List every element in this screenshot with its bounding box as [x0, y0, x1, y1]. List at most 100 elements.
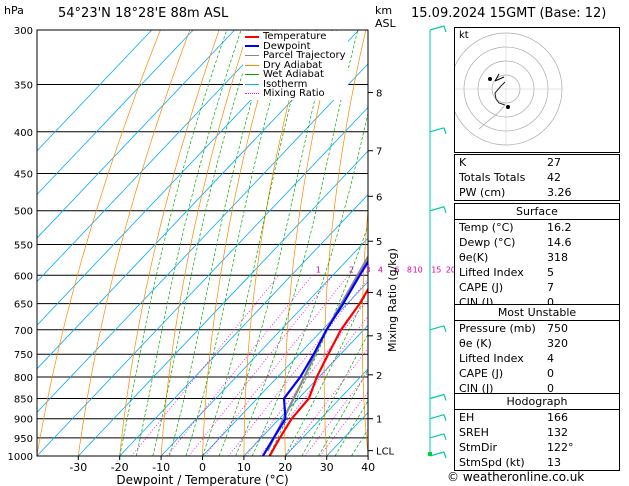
pressure-tick-label: 800: [14, 373, 33, 384]
hodograph-stats-title: Hodograph: [455, 394, 619, 410]
wind-barb-flag: [443, 433, 447, 441]
dry-adiabat-line: [202, 30, 279, 456]
mixing-ratio-line: [259, 315, 368, 456]
pressure-tick-label: 350: [14, 81, 33, 92]
surface-label: θe(K): [459, 251, 489, 264]
hodograph-label: StmDir: [459, 441, 498, 454]
hodograph-row: SREH 132: [455, 425, 619, 440]
dry-adiabat-line: [160, 30, 249, 456]
wind-barb-flag: [443, 206, 447, 213]
indices-panel: K 27 Totals Totals 42 PW (cm) 3.26: [454, 154, 620, 201]
km-tick-label: LCL: [376, 447, 395, 458]
legend-swatch-isotherm: [245, 83, 259, 85]
hodograph-trace: [494, 81, 506, 106]
pressure-tick-label: 450: [14, 169, 33, 180]
mixing-ratio-label: 15: [431, 265, 441, 274]
asl-axis-label: ASL: [375, 17, 396, 30]
km-tick-label: 4: [376, 289, 382, 300]
most-unstable-value: 750: [547, 322, 568, 335]
wind-barb-flag: [443, 325, 447, 332]
most-unstable-panel: Most Unstable Pressure (mb) 750 θe (K) 320…: [454, 304, 620, 397]
legend-swatch-temperature: [245, 35, 259, 38]
temperature-tick-label: 10: [237, 461, 251, 474]
parcel-trajectory-line: [266, 254, 368, 452]
wet-adiabat-line: [119, 30, 228, 456]
hpa-axis-label: hPa: [4, 4, 24, 17]
hodograph-trace-low: [478, 104, 506, 130]
wind-barb-flag: [443, 451, 447, 459]
legend-item-dewpoint: Dewpoint: [245, 41, 346, 52]
most-unstable-title: Most Unstable: [455, 305, 619, 321]
wet-adiabat-line: [284, 288, 368, 456]
isotherm-line: [37, 106, 368, 456]
dry-adiabat-line: [37, 30, 161, 456]
legend-swatch-mixing-ratio: [245, 93, 259, 95]
index-value-totals: 42: [547, 171, 561, 184]
wind-barb-flag: [443, 25, 447, 33]
dry-adiabat-line: [323, 30, 367, 456]
isotherm-line: [37, 30, 318, 326]
legend-item-dry-adiabat: Dry Adiabat: [245, 60, 346, 71]
index-row: Totals Totals 42: [455, 170, 619, 185]
isotherm-line: [37, 30, 277, 283]
wind-barb: [429, 127, 445, 133]
surface-row: Dewp (°C) 14.6: [455, 235, 619, 250]
hodograph-plot: [455, 32, 563, 146]
surface-value: 16.2: [547, 221, 572, 234]
temperature-tick-label: 30: [320, 461, 334, 474]
surface-row: Lifted Index 5: [455, 265, 619, 280]
surface-row: CAPE (J) 7: [455, 280, 619, 295]
surface-title: Surface: [455, 204, 619, 220]
most-unstable-row: CIN (J) 0: [455, 381, 619, 396]
wind-barb-flag: [443, 414, 447, 421]
mixing-ratio-axis-label: Mixing Ratio (g/kg): [386, 248, 399, 352]
temperature-tick-label: -20: [111, 461, 129, 474]
isotherm-line: [285, 368, 368, 456]
index-label-totals: Totals Totals: [459, 171, 526, 184]
dry-adiabat-line: [361, 206, 368, 456]
km-tick-label: 3: [376, 332, 382, 343]
hodograph-label: StmSpd (kt): [459, 456, 525, 469]
most-unstable-label: Lifted Index: [459, 352, 524, 365]
hodograph-kt-label: kt: [459, 30, 469, 41]
most-unstable-row: θe (K) 320: [455, 336, 619, 351]
wet-adiabat-line: [235, 30, 359, 456]
legend-item-mixing-ratio: Mixing Ratio: [245, 89, 346, 99]
isotherm-line: [37, 63, 368, 413]
surface-label: Temp (°C): [459, 221, 514, 234]
legend-swatch-wet-adiabat: [245, 74, 259, 76]
wind-barb-flag: [443, 127, 447, 134]
hodograph-storm-arrow: [494, 73, 505, 82]
pressure-tick-label: 400: [14, 128, 33, 139]
index-label-pw: PW (cm): [459, 186, 506, 199]
legend-label-parcel: Parcel Trajectory: [263, 50, 346, 61]
pressure-tick-label: 850: [14, 394, 33, 405]
footer-credit: © weatheronline.co.uk: [447, 470, 585, 484]
km-tick-label: 8: [376, 89, 382, 100]
hodograph-stats-panel: Hodograph EH 166 SREH 132 StmDir 122° StmSp…: [454, 393, 620, 471]
hodograph-row: StmSpd (kt) 13: [455, 455, 619, 470]
isotherm-line: [202, 281, 368, 456]
most-unstable-label: CIN (J): [459, 382, 494, 395]
wet-adiabat-line: [202, 30, 311, 456]
most-unstable-value: 320: [547, 337, 568, 350]
temperature-tick-label: -30: [69, 461, 87, 474]
most-unstable-row: CAPE (J) 0: [455, 366, 619, 381]
wind-barb: [429, 393, 445, 400]
most-unstable-label: θe (K): [459, 337, 492, 350]
pressure-tick-label: 700: [14, 326, 33, 337]
legend-item-wet-adiabat: Wet Adiabat: [245, 70, 346, 80]
pressure-tick-label: 1000: [8, 452, 33, 463]
wet-adiabat-line: [135, 30, 242, 456]
hodograph-value: 166: [547, 411, 568, 424]
dry-adiabat-line: [435, 30, 454, 456]
wet-adiabat-line: [185, 30, 291, 456]
mixing-ratio-line: [166, 275, 313, 456]
km-tick-label: 2: [376, 371, 382, 382]
pressure-tick-label: 500: [14, 207, 33, 218]
legend-swatch-dewpoint: [245, 45, 259, 48]
legend-label-isotherm: Isotherm: [263, 78, 308, 90]
temperature-tick-label: -10: [152, 461, 170, 474]
mixing-ratio-line: [304, 371, 368, 456]
km-tick-label: 5: [376, 237, 382, 248]
